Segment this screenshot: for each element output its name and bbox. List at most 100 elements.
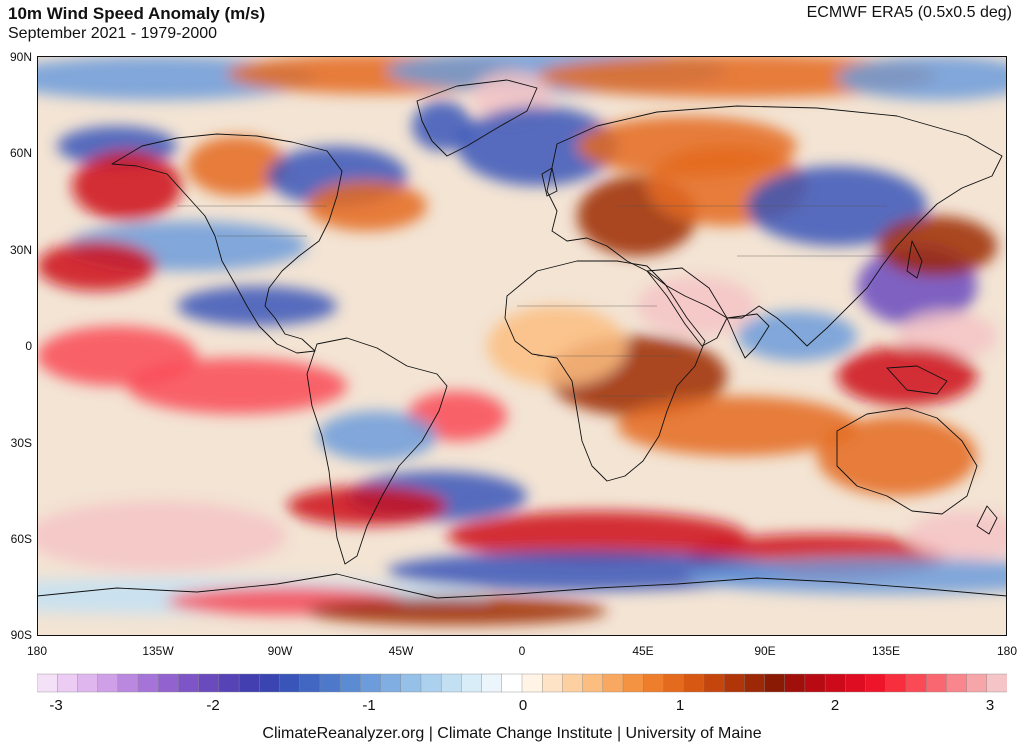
colorbar-swatch xyxy=(521,673,543,693)
anomaly-blob xyxy=(457,106,617,186)
colorbar-swatch xyxy=(178,673,200,693)
colorbar-swatch xyxy=(622,673,644,693)
colorbar-swatch xyxy=(865,673,887,693)
anomaly-blob xyxy=(307,181,427,231)
lon-label-180w: 180 xyxy=(26,644,48,658)
colorbar-swatch xyxy=(804,673,826,693)
colorbar-label-2: 2 xyxy=(830,697,840,714)
coastlines xyxy=(37,79,1007,599)
colorbar-swatch xyxy=(440,673,462,693)
lon-label-45e: 45E xyxy=(632,644,654,658)
colorbar-swatch xyxy=(582,673,604,693)
lat-label-equator: 0 xyxy=(25,339,32,353)
anomaly-blob xyxy=(177,286,337,326)
colorbar-label-3: 3 xyxy=(985,697,995,714)
lon-label-45w: 45W xyxy=(388,644,414,658)
anomaly-blob xyxy=(387,551,787,591)
colorbar-swatch xyxy=(764,673,786,693)
anomaly-blob xyxy=(837,346,977,406)
coast-arabia xyxy=(646,267,728,347)
map-title: 10m Wind Speed Anomaly (m/s) xyxy=(8,4,266,23)
lat-label-30n: 30N xyxy=(9,243,32,257)
anomaly-blob xyxy=(637,276,757,336)
colorbar-swatch xyxy=(158,673,179,693)
colorbar-swatch xyxy=(299,673,321,693)
coast-australia xyxy=(836,407,978,515)
anomaly-blob xyxy=(837,56,1007,100)
anomaly-blob xyxy=(687,558,1007,594)
colorbar-swatch xyxy=(57,673,78,693)
colorbar-swatch xyxy=(97,673,119,693)
coast-japan xyxy=(906,240,923,279)
colorbar-label-0: 0 xyxy=(518,697,528,714)
anomaly-blob xyxy=(447,511,747,561)
colorbar-swatch xyxy=(683,673,705,693)
anomaly-blob xyxy=(537,56,937,98)
colorbar-swatch xyxy=(238,673,260,693)
colorbar-swatch xyxy=(643,673,664,693)
colorbar-swatch xyxy=(663,673,685,693)
coast-greenland xyxy=(416,79,538,157)
anomaly-blob xyxy=(817,416,977,496)
colorbar-swatch xyxy=(905,673,927,693)
lon-label-135e: 135E xyxy=(871,644,901,658)
coast-eurasia xyxy=(546,105,1003,347)
colorbar xyxy=(37,673,1007,693)
colorbar-swatch xyxy=(339,673,361,693)
anomaly-blob xyxy=(72,151,182,221)
colorbar-swatch xyxy=(360,673,382,693)
anomaly-blob xyxy=(412,101,472,151)
colorbar-swatch xyxy=(885,673,907,693)
colorbar-swatch xyxy=(137,673,159,693)
lon-label-90e: 90E xyxy=(754,644,776,658)
coast-india xyxy=(726,313,770,359)
colorbar-swatch xyxy=(784,673,806,693)
map-subtitle: September 2021 - 1979-2000 xyxy=(8,25,218,42)
coast-north-america xyxy=(111,133,343,354)
lon-label-0: 0 xyxy=(518,644,526,658)
colorbar-swatch xyxy=(461,673,483,693)
lat-label-60s: 60S xyxy=(10,532,32,546)
lat-label-60n: 60N xyxy=(9,146,32,160)
colorbar-swatch xyxy=(723,673,745,693)
colorbar-swatch xyxy=(77,673,99,693)
colorbar-swatch xyxy=(37,673,58,693)
colorbar-swatch xyxy=(845,673,867,693)
lat-label-90s: 90S xyxy=(10,628,32,642)
coast-africa xyxy=(504,260,706,482)
coast-new-zealand xyxy=(976,505,998,535)
map-frame xyxy=(37,56,1007,636)
anomaly-blob xyxy=(37,501,287,571)
colorbar-swatch xyxy=(824,673,846,693)
colorbar-swatch xyxy=(946,673,968,693)
anomaly-blob xyxy=(187,136,287,196)
coast-antarctica xyxy=(37,573,1007,599)
wind-anomaly-map xyxy=(37,56,1007,636)
colorbar-label-1: 1 xyxy=(675,697,685,714)
colorbar-swatch xyxy=(380,673,402,693)
colorbar-swatch xyxy=(198,673,220,693)
colorbar-label-neg1: -1 xyxy=(362,697,376,714)
country-borders xyxy=(177,205,887,397)
colorbar-swatch xyxy=(501,673,523,693)
coast-british-isles xyxy=(541,167,558,197)
anomaly-blob xyxy=(127,358,347,414)
colorbar-swatch xyxy=(279,673,301,693)
colorbar-swatch xyxy=(562,673,584,693)
lon-label-135w: 135W xyxy=(142,644,174,658)
colorbar-swatch xyxy=(117,673,139,693)
colorbar-swatch xyxy=(218,673,240,693)
colorbar-swatch xyxy=(259,673,280,693)
coast-south-america xyxy=(306,337,448,565)
coast-new-guinea xyxy=(886,365,948,395)
anomaly-blob xyxy=(317,411,437,461)
colorbar-swatch xyxy=(542,673,563,693)
colorbar-swatch xyxy=(602,673,624,693)
anomaly-field xyxy=(37,56,1007,625)
lon-label-180e: 180 xyxy=(996,644,1018,658)
anomaly-blob xyxy=(287,486,447,526)
colorbar-swatch xyxy=(744,673,765,693)
colorbar-swatch xyxy=(966,673,988,693)
colorbar-swatch xyxy=(319,673,341,693)
lat-label-30s: 30S xyxy=(10,436,32,450)
